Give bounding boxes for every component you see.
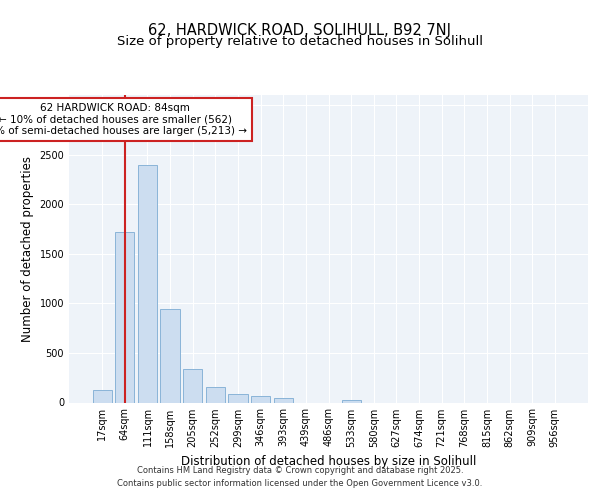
Bar [92,390,112,402]
X-axis label: Distribution of detached houses by size in Solihull: Distribution of detached houses by size … [181,455,476,468]
Text: Contains HM Land Registry data © Crown copyright and database right 2025.
Contai: Contains HM Land Registry data © Crown c… [118,466,482,487]
Y-axis label: Number of detached properties: Number of detached properties [21,156,34,342]
Bar [274,398,293,402]
Text: 62 HARDWICK ROAD: 84sqm
← 10% of detached houses are smaller (562)
90% of semi-d: 62 HARDWICK ROAD: 84sqm ← 10% of detache… [0,103,247,136]
Bar [183,369,202,402]
Text: Size of property relative to detached houses in Solihull: Size of property relative to detached ho… [117,35,483,48]
Bar [138,166,157,402]
Bar [115,232,134,402]
Bar [160,310,180,402]
Bar [206,386,225,402]
Bar [341,400,361,402]
Bar [229,394,248,402]
Text: 62, HARDWICK ROAD, SOLIHULL, B92 7NJ: 62, HARDWICK ROAD, SOLIHULL, B92 7NJ [149,22,452,38]
Bar [251,396,270,402]
